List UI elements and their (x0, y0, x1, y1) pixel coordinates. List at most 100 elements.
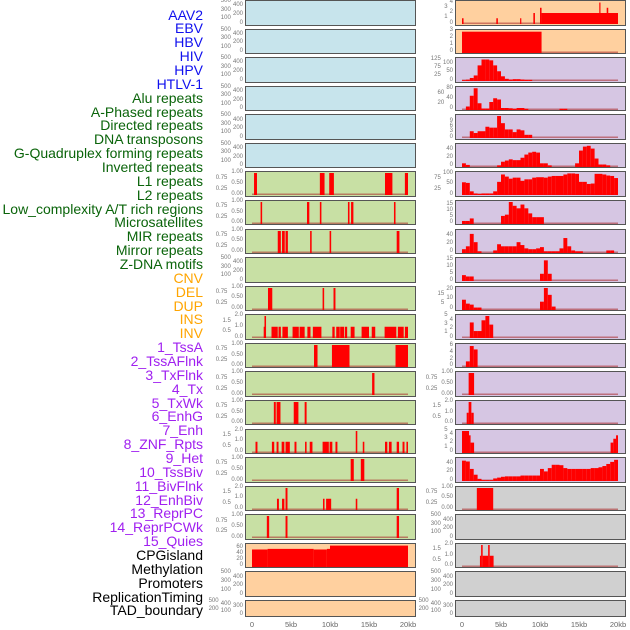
y-tick-label: 400 (232, 116, 243, 123)
y-tick-label: 2 (449, 34, 453, 41)
track-panel (455, 599, 626, 617)
y-tick-label: 5 (444, 426, 448, 433)
data-bar (322, 441, 329, 453)
track-plot (462, 401, 618, 424)
data-bar (555, 464, 560, 482)
track-label: INS (179, 311, 203, 328)
data-bar (485, 480, 490, 482)
data-bar (501, 245, 505, 253)
data-bar (540, 177, 544, 196)
data-bar (551, 250, 556, 253)
track-plot (456, 572, 625, 596)
track-plot (462, 430, 618, 453)
data-bar (543, 178, 548, 196)
data-bar (485, 193, 490, 196)
data-bar (497, 99, 501, 110)
data-bar (393, 201, 396, 224)
y-tick-label: 0.50 (231, 380, 243, 387)
y-tick-label: 0.0 (234, 448, 243, 455)
data-bar (586, 145, 591, 167)
track-plot (246, 572, 415, 596)
data-bar (485, 108, 490, 110)
data-bar (543, 471, 548, 482)
data-bar (512, 178, 517, 196)
data-bar (497, 477, 501, 482)
y-tick-label: 0.00 (231, 219, 243, 226)
y-tick-label: 75 (434, 64, 441, 71)
y-tick-label: 500 (220, 140, 231, 147)
track-plot (462, 459, 618, 482)
track-label: G-Quadruplex forming repeats (13, 145, 203, 162)
data-bar (493, 191, 498, 196)
y-tick-label: 0.75 (215, 374, 228, 381)
y-tick-label: 0.75 (215, 289, 228, 296)
y-tick-label: 0.25 (215, 242, 228, 249)
track-plot (462, 2, 618, 25)
data-bar (465, 361, 470, 367)
track-baseline (252, 479, 408, 482)
data-bar (571, 249, 576, 253)
data-bar (462, 275, 466, 282)
data-bar (473, 87, 478, 110)
data-bar (504, 78, 509, 82)
data-bar (266, 516, 270, 539)
data-bar (473, 307, 478, 310)
y-tick-label: 400 (232, 573, 243, 580)
data-bar (528, 152, 533, 167)
track-panel (455, 542, 626, 569)
data-bar (273, 401, 276, 424)
y-tick-label: 4 (449, 0, 453, 5)
data-bar (590, 183, 595, 196)
y-tick-label: 0.50 (441, 380, 453, 387)
track-panel (245, 514, 416, 540)
y-tick-label: 400 (430, 600, 441, 607)
data-bar (462, 460, 466, 482)
data-bar (520, 204, 525, 224)
data-bar (329, 441, 333, 453)
data-bar (313, 549, 327, 567)
data-bar (477, 250, 482, 253)
track-label: DNA transposons (94, 131, 203, 148)
data-bar (329, 230, 332, 253)
data-bar (536, 475, 540, 482)
data-bar (482, 555, 489, 567)
data-bar (277, 230, 281, 253)
y-tick-label: 200 (232, 582, 243, 589)
track-plot (246, 258, 415, 282)
y-tick-label: 300 (220, 63, 231, 70)
track-plot (252, 430, 408, 453)
track-plot (462, 373, 618, 396)
y-tick-label: 0.50 (231, 294, 243, 301)
data-bar (493, 65, 498, 82)
y-tick-label: 400 (232, 30, 243, 37)
track-plot (252, 287, 408, 310)
data-bar (541, 13, 618, 24)
track-label: DEL (175, 283, 203, 300)
y-tick-label: 60 (236, 544, 243, 551)
track-plot (462, 487, 618, 510)
data-bar (582, 182, 587, 196)
y-tick-label: 500 (418, 597, 429, 604)
y-tick-label: 300 (220, 263, 231, 270)
y-tick-label: 400 (232, 59, 243, 66)
data-bar (540, 301, 544, 310)
data-bar (388, 441, 392, 453)
data-bar (543, 287, 548, 310)
y-tick-label: 200 (232, 268, 243, 275)
data-bar (532, 248, 537, 253)
track-label: Methylation (131, 560, 203, 577)
track-plot (252, 459, 408, 482)
track-plot (462, 145, 618, 167)
data-bar (501, 76, 505, 82)
data-bar (310, 230, 312, 253)
y-tick-label: 0.50 (231, 465, 243, 472)
data-bar (512, 79, 517, 82)
data-bar (489, 127, 494, 139)
data-bar (501, 123, 505, 139)
y-tick-label: 40 (236, 550, 243, 557)
data-bar (532, 217, 537, 224)
track-panel (455, 0, 626, 26)
track-panel (455, 85, 626, 112)
data-bar (465, 245, 470, 253)
y-tick-label: 200 (232, 125, 243, 132)
